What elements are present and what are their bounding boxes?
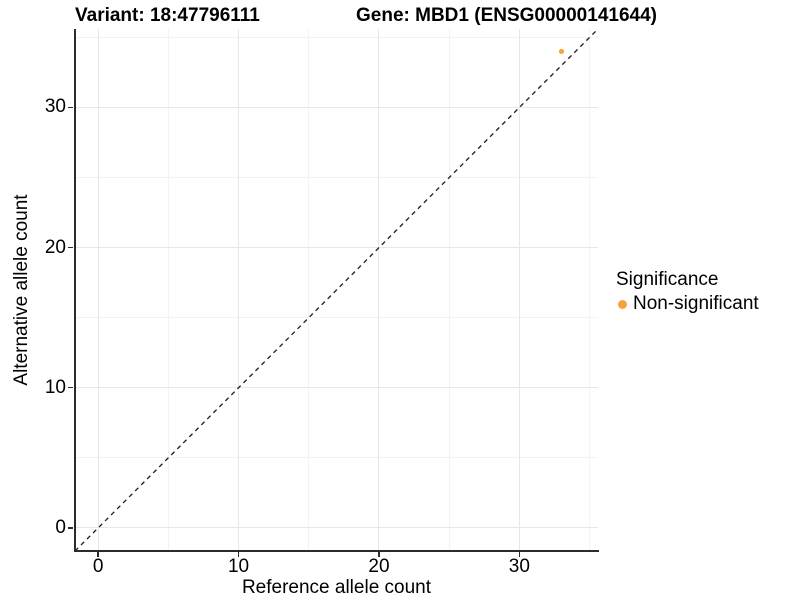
- y-tick-label: 30: [44, 96, 66, 118]
- y-tick-mark: [68, 106, 73, 109]
- legend-item-label: Non-significant: [633, 293, 759, 314]
- x-tick-label: 20: [368, 556, 390, 577]
- x-tick-mark: [97, 552, 99, 557]
- legend-item-non-significant: Non-significant: [616, 293, 800, 315]
- plot-panel: [75, 29, 598, 551]
- x-tick-mark: [378, 552, 380, 557]
- y-tick-mark: [68, 386, 73, 389]
- x-axis-line: [73, 550, 599, 552]
- legend-point-swatch: [618, 299, 627, 309]
- legend: Significance Non-significant: [616, 269, 800, 315]
- legend-title: Significance: [616, 269, 719, 290]
- data-point: [558, 48, 565, 55]
- x-tick-mark: [237, 552, 240, 557]
- x-tick-label: 10: [227, 556, 250, 577]
- x-axis-title: Reference allele count: [241, 577, 432, 598]
- identity-line-and-points: [75, 29, 598, 551]
- y-tick-mark: [68, 246, 73, 249]
- y-tick-label: 0: [55, 516, 66, 538]
- y-tick-label: 20: [44, 236, 66, 258]
- identity-line: [75, 29, 598, 551]
- y-tick-mark: [68, 527, 73, 529]
- variant-title: Variant: 18:47796111: [75, 5, 260, 26]
- y-axis-line: [73, 29, 76, 552]
- x-tick-label: 30: [508, 556, 530, 577]
- gene-title: Gene: MBD1 (ENSG00000141644): [356, 5, 657, 26]
- x-tick-mark: [518, 552, 521, 557]
- x-tick-label: 0: [92, 556, 104, 577]
- y-tick-label: 10: [44, 376, 66, 398]
